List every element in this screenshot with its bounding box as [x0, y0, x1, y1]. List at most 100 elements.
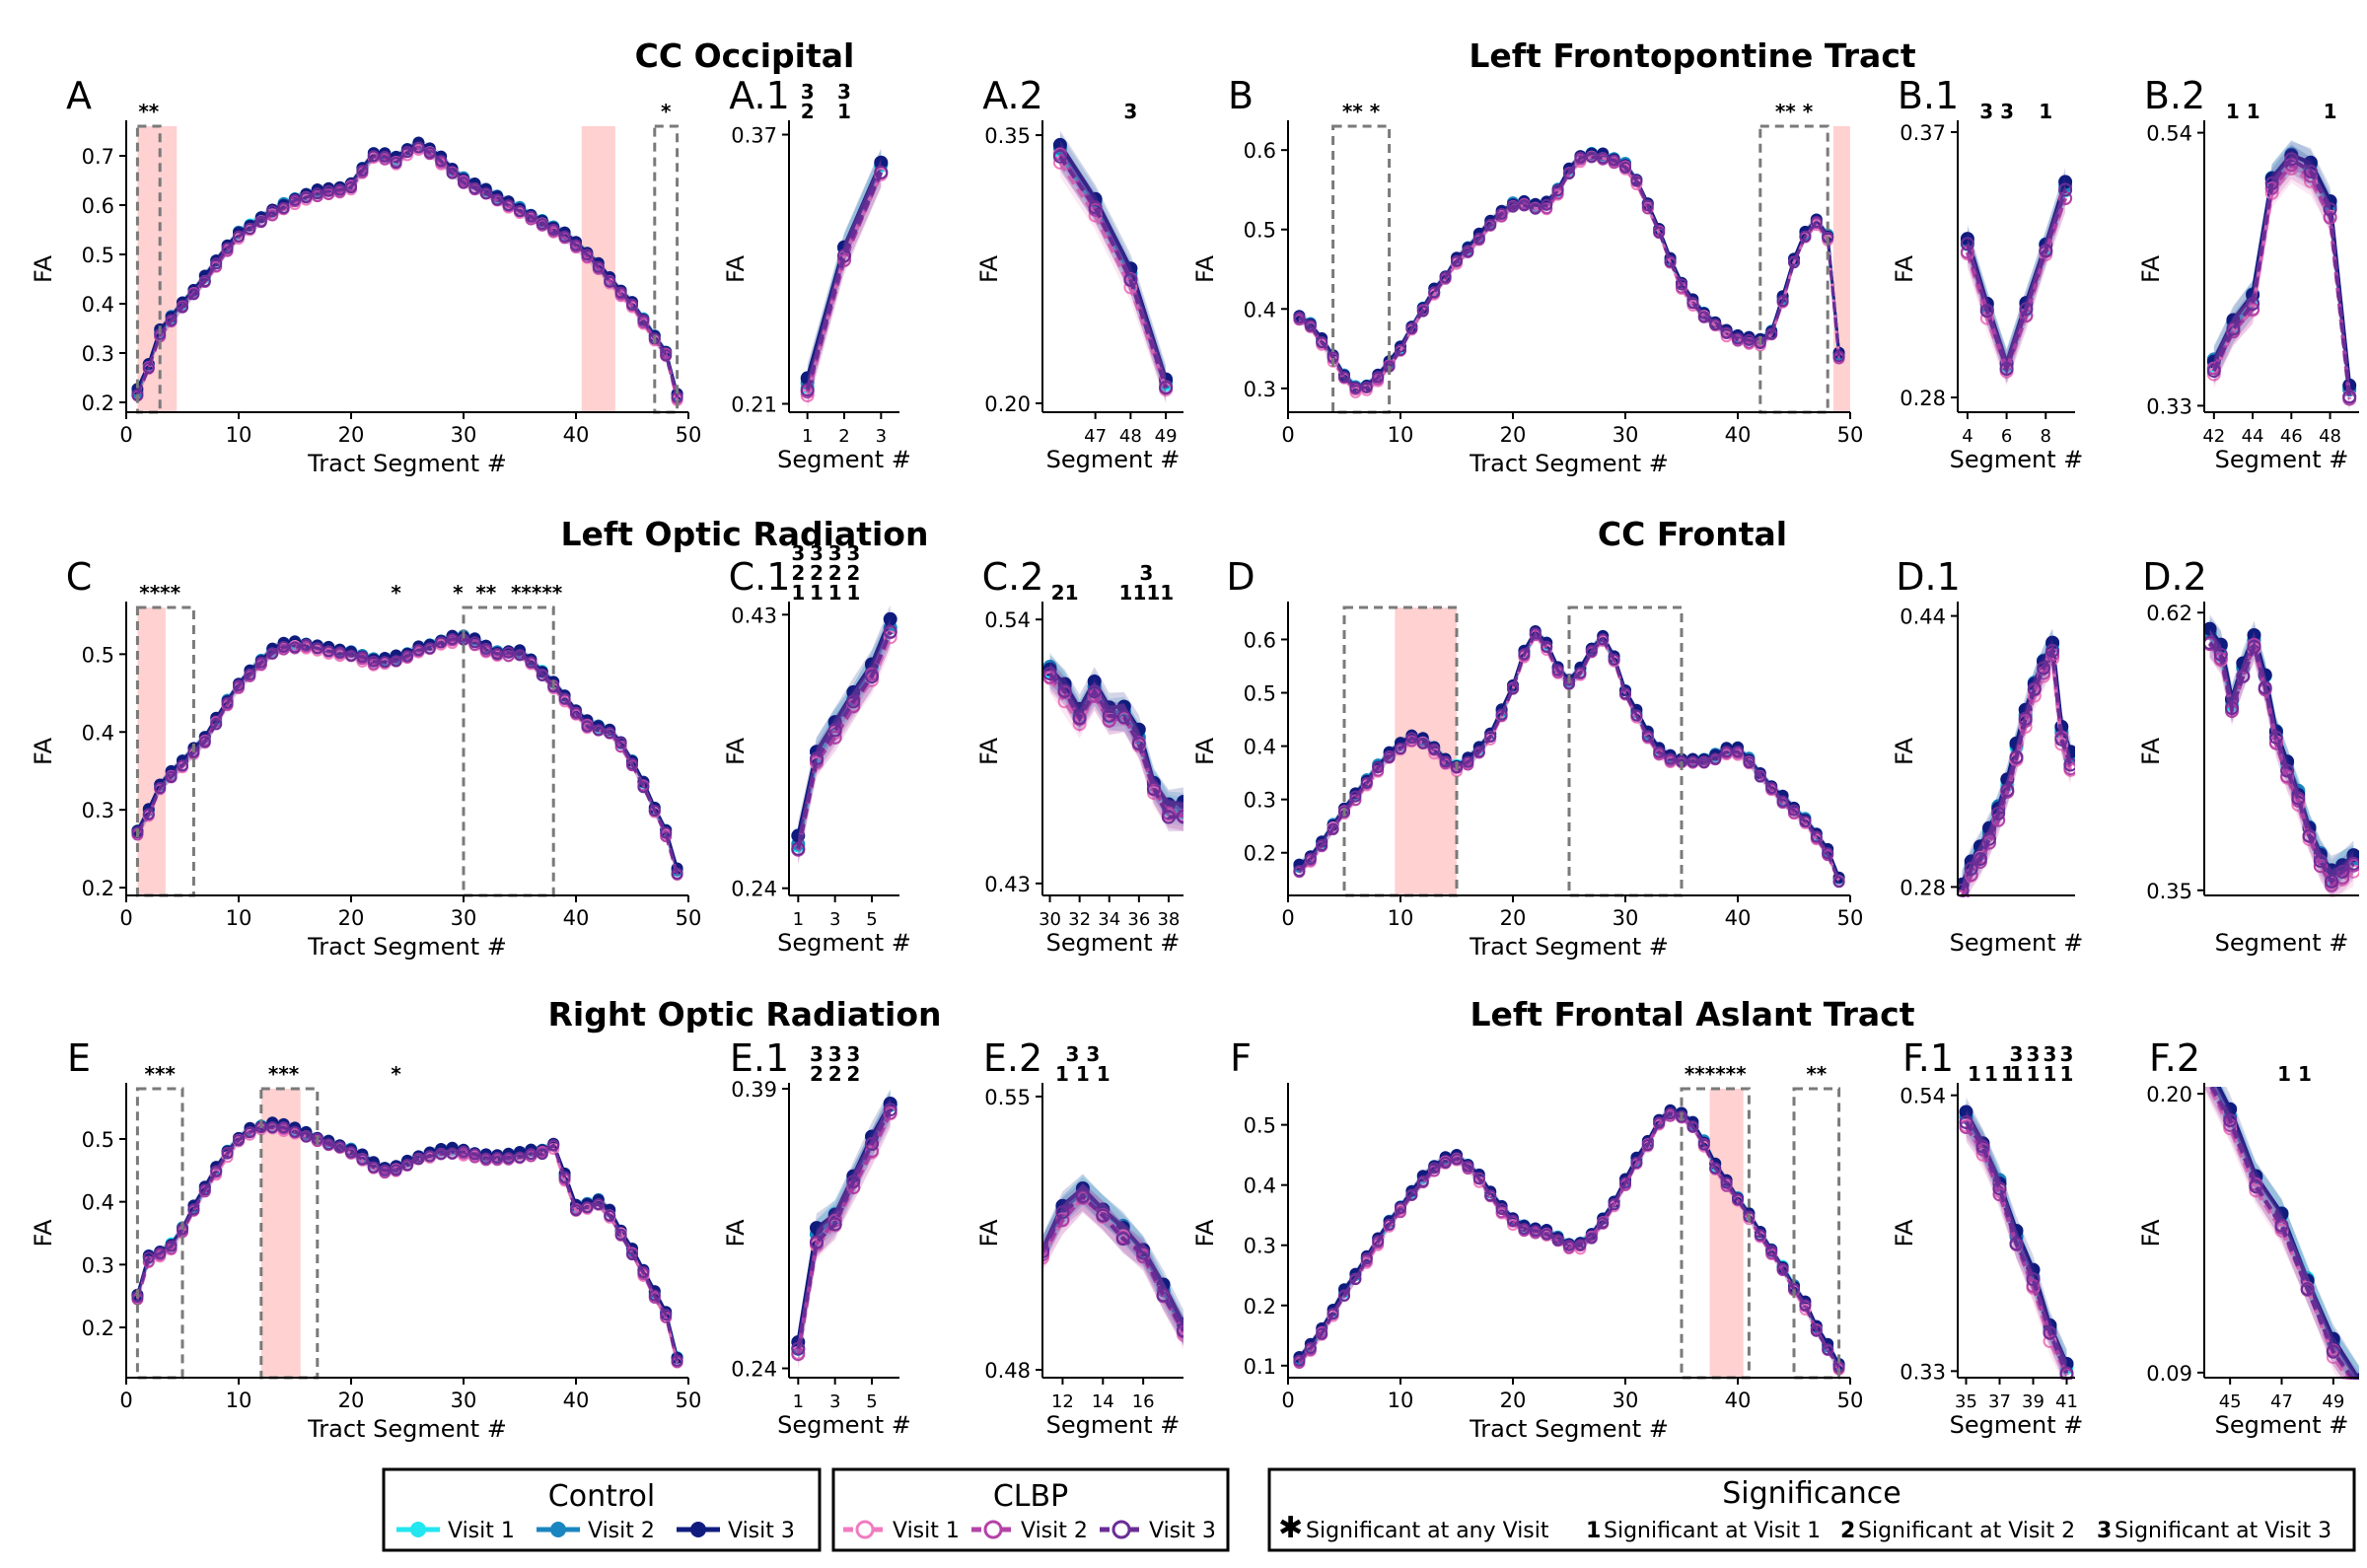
- panel-label: C.1: [729, 555, 791, 599]
- data-point: [446, 167, 459, 179]
- y-axis-label: FA: [975, 254, 1003, 283]
- data-point: [1293, 1354, 1306, 1367]
- data-point: [2264, 180, 2279, 195]
- clbp-visit2-line: [2208, 637, 2355, 889]
- data-point: [502, 1152, 515, 1165]
- legend-marker: 2: [1840, 1519, 1855, 1543]
- data-point: [570, 239, 582, 251]
- chart-A: 0.2 0.3 0.4 0.5 0.6 0.7 0 10 20 30 40 50 Tract Segme…: [30, 36, 854, 477]
- x-axis-label: Tract Segment #: [307, 933, 507, 961]
- significance-annotation: 1: [846, 581, 860, 605]
- data-point: [289, 641, 301, 654]
- y-axis-label: FA: [2137, 737, 2165, 765]
- x-tick-label: 40: [563, 423, 590, 447]
- x-tick-label: 5: [866, 909, 877, 930]
- data-point: [2326, 1344, 2340, 1359]
- data-point: [233, 679, 245, 691]
- ci-band: [1042, 1175, 1184, 1346]
- x-axis-label: Segment #: [1046, 1411, 1181, 1439]
- data-point: [1484, 218, 1497, 231]
- significance-annotation: ******: [1685, 1062, 1747, 1086]
- data-point: [1574, 151, 1587, 164]
- significance-annotation: 1 1: [2226, 100, 2260, 123]
- data-point: [2323, 210, 2337, 225]
- data-point: [1686, 1120, 1699, 1133]
- plot-area: [1052, 130, 1174, 404]
- y-tick-label: 0.43: [984, 873, 1031, 896]
- data-point: [2284, 152, 2299, 167]
- data-point: [1959, 1105, 1973, 1119]
- ci-band: [2204, 1087, 2359, 1380]
- data-point: [412, 141, 425, 154]
- data-point: [379, 656, 392, 669]
- data-point: [626, 757, 638, 770]
- data-point: [2335, 864, 2350, 879]
- data-point: [177, 759, 188, 772]
- data-point: [1776, 295, 1789, 307]
- data-point: [1088, 200, 1103, 215]
- data-point: [2274, 1218, 2289, 1233]
- ci-band: [1042, 1176, 1184, 1345]
- data-point: [2342, 390, 2357, 404]
- data-point: [479, 642, 492, 655]
- ci-band: [137, 143, 678, 401]
- significance-annotation: 3: [2044, 1042, 2057, 1066]
- clbp-visit3-line: [135, 1125, 680, 1361]
- data-point: [177, 301, 188, 314]
- y-tick-label: 0.20: [2146, 1083, 2192, 1106]
- data-point: [2346, 856, 2359, 871]
- data-point: [1156, 1288, 1171, 1303]
- data-point: [614, 1228, 627, 1241]
- data-point: [435, 636, 448, 649]
- data-point: [1395, 743, 1406, 755]
- data-point: [1697, 756, 1710, 769]
- data-point: [233, 230, 245, 243]
- data-point: [289, 1125, 301, 1138]
- ci-band: [1042, 1181, 1184, 1345]
- data-point: [1383, 1218, 1396, 1231]
- y-axis-label: FA: [1891, 1219, 1918, 1247]
- legend-item: Visit 2: [588, 1519, 655, 1543]
- panel-label: E.2: [983, 1036, 1042, 1080]
- data-point: [1597, 152, 1610, 165]
- data-point: [198, 275, 211, 288]
- clbp-visit2-line: [796, 1111, 893, 1355]
- data-point: [2313, 859, 2328, 874]
- legend-control: [382, 1467, 822, 1552]
- plot-area: [1042, 1174, 1184, 1350]
- y-tick-label: 0.4: [1244, 1175, 1276, 1198]
- data-point: [1055, 1205, 1070, 1220]
- data-point: [2213, 651, 2228, 666]
- data-point: [1472, 1173, 1485, 1185]
- data-point: [356, 165, 369, 177]
- data-point: [671, 867, 683, 880]
- x-tick-label: 30: [451, 423, 477, 447]
- data-point: [1788, 256, 1800, 269]
- data-point: [142, 808, 155, 820]
- data-point: [333, 646, 346, 659]
- plot-area: [131, 126, 683, 412]
- data-point: [2000, 783, 2015, 798]
- data-point: [1416, 737, 1429, 749]
- significance-annotation: 3: [2010, 1042, 2024, 1066]
- data-point: [1177, 795, 1184, 809]
- data-point: [2063, 757, 2075, 772]
- data-point: [1619, 162, 1631, 174]
- data-point: [390, 655, 402, 668]
- legend-title: Control: [548, 1479, 655, 1514]
- x-axis-label: Segment #: [2215, 929, 2349, 957]
- data-point: [1360, 381, 1373, 393]
- data-point: [827, 1217, 842, 1232]
- x-tick-label: 10: [226, 423, 252, 447]
- chart-C: 0.2 0.3 0.4 0.5 0 10 20 30 40 50 Tract Segment # FA…: [30, 515, 928, 961]
- data-point: [1131, 737, 1146, 751]
- data-point: [604, 727, 616, 740]
- data-point: [1416, 305, 1429, 318]
- clbp-visit3-line: [1058, 155, 1169, 389]
- data-point: [2206, 364, 2221, 379]
- data-point: [1799, 1299, 1812, 1312]
